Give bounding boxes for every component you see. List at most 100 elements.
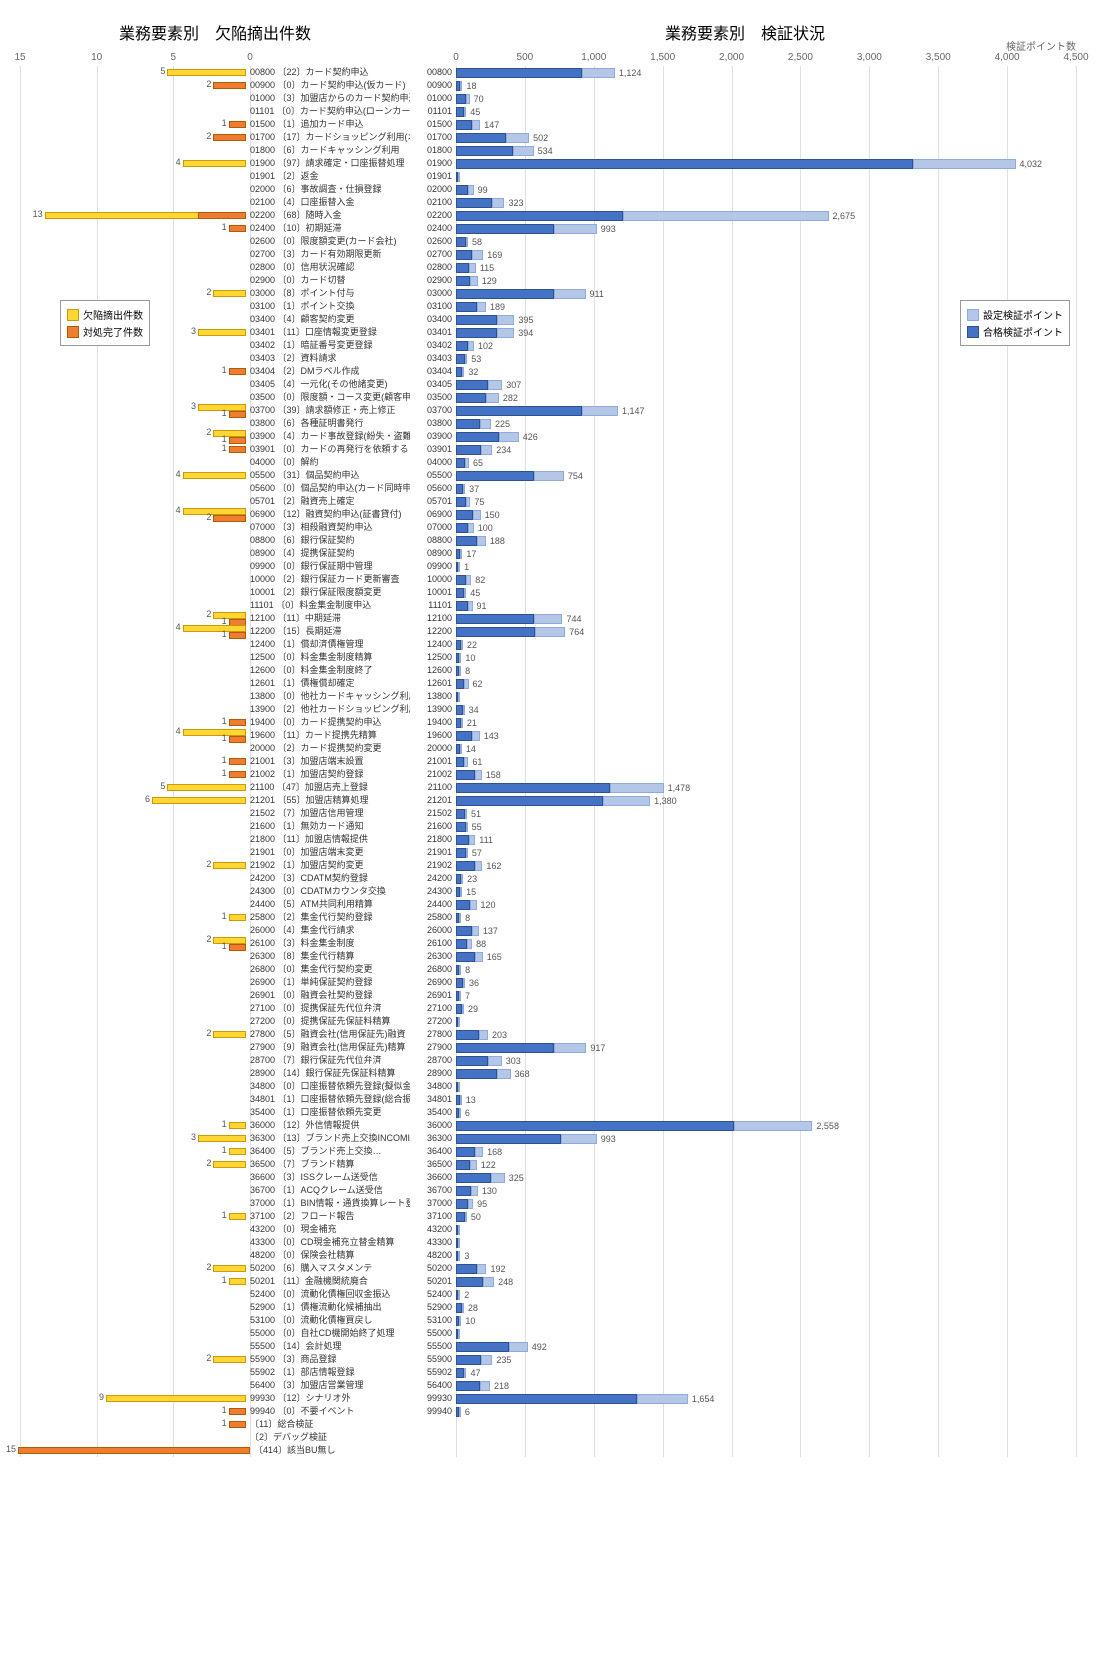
total-value: 150 <box>481 510 500 520</box>
right-row: 26000137 <box>410 924 1080 937</box>
left-row-label: 04000 〔0〕解約 <box>246 456 410 469</box>
pass-bar <box>456 484 463 494</box>
left-row: 12100 〔11〕中期延滞21 <box>20 612 410 625</box>
left-row: 34800 〔0〕口座振替依頼先登録(擬似金… <box>20 1080 410 1093</box>
total-value: 34 <box>465 705 479 715</box>
left-row: 12500 〔0〕料金集金制度精算 <box>20 651 410 664</box>
left-row: 09900 〔0〕銀行保証期中管理 <box>20 560 410 573</box>
defect-value: 4 <box>176 505 183 515</box>
pass-bar <box>456 445 481 455</box>
right-row-code: 19400 <box>410 716 456 729</box>
right-tick: 4,000 <box>995 52 1020 63</box>
left-row: 26100 〔3〕料金集金制度21 <box>20 937 410 950</box>
defect-bar <box>229 914 246 921</box>
left-row-label: 21201 〔55〕加盟店精算処理 <box>246 794 410 807</box>
right-row: 02700169 <box>410 248 1080 261</box>
left-row: 03700 〔39〕請求額修正・売上修正31 <box>20 404 410 417</box>
total-value: 993 <box>597 1134 616 1144</box>
pass-bar <box>456 1368 464 1378</box>
left-row: 05701 〔2〕融資売上確定 <box>20 495 410 508</box>
pass-bar <box>456 575 466 585</box>
right-row-code: 50200 <box>410 1262 456 1275</box>
total-value: 325 <box>505 1173 524 1183</box>
defect-value: 1 <box>222 911 229 921</box>
left-row-label: 11101 〔0〕料金集金制度申込 <box>246 599 410 612</box>
left-legend: 欠陥摘出件数対処完了件数 <box>60 300 150 346</box>
total-value: 189 <box>486 302 505 312</box>
right-row-code: 03405 <box>410 378 456 391</box>
right-row-code: 13800 <box>410 690 456 703</box>
total-value: 102 <box>474 341 493 351</box>
total-value: 394 <box>514 328 533 338</box>
defect-bar <box>167 69 246 76</box>
left-row: 10001 〔2〕銀行保証限度額変更 <box>20 586 410 599</box>
right-row-code: 03400 <box>410 313 456 326</box>
right-row-code: 27100 <box>410 1002 456 1015</box>
left-row: 〔414〕該当BU無し15 <box>20 1444 410 1457</box>
left-row: 02200 〔68〕随時入金13 <box>20 209 410 222</box>
total-value: 764 <box>565 627 584 637</box>
total-value: 993 <box>597 224 616 234</box>
left-row-label: 36700 〔1〕ACQクレーム送受信 <box>246 1184 410 1197</box>
right-row-code: 12200 <box>410 625 456 638</box>
right-row-code: 03403 <box>410 352 456 365</box>
resolved-bar <box>229 446 246 453</box>
right-tick: 2,500 <box>788 52 813 63</box>
right-tick: 1,500 <box>650 52 675 63</box>
right-row: 019004,032 <box>410 157 1080 170</box>
left-row-label: 21600 〔1〕無効カード通知 <box>246 820 410 833</box>
resolved-value: 1 <box>222 365 229 375</box>
total-value: 36 <box>465 978 479 988</box>
left-row: 43300 〔0〕CD現金補充立替金精算 <box>20 1236 410 1249</box>
legend-item: 対処完了件数 <box>67 324 143 339</box>
right-row: 02400993 <box>410 222 1080 235</box>
right-row-code: 28700 <box>410 1054 456 1067</box>
left-row-label: 26000 〔4〕集金代行請求 <box>246 924 410 937</box>
left-row-label: 02200 〔68〕随時入金 <box>246 209 410 222</box>
total-value: 61 <box>468 757 482 767</box>
left-row-label: 21001 〔3〕加盟店端末設置 <box>246 755 410 768</box>
pass-bar <box>456 289 554 299</box>
defect-bar <box>213 1161 246 1168</box>
pass-bar <box>456 1121 734 1131</box>
set-bar <box>513 146 533 156</box>
resolved-bar <box>229 121 246 128</box>
total-value: 21 <box>463 718 477 728</box>
defect-value: 1 <box>222 1275 229 1285</box>
right-row: 2420023 <box>410 872 1080 885</box>
left-row: 01900 〔97〕請求確定・口座振替処理4 <box>20 157 410 170</box>
total-value: 100 <box>474 523 493 533</box>
right-row-code: 26300 <box>410 950 456 963</box>
left-row: 27900 〔9〕融資会社(信用保証先)精算 <box>20 1041 410 1054</box>
right-row-code: 21901 <box>410 846 456 859</box>
right-row: 02800115 <box>410 261 1080 274</box>
right-row: 08800188 <box>410 534 1080 547</box>
right-row-code: 02800 <box>410 261 456 274</box>
set-bar <box>582 68 615 78</box>
right-row-code: 37100 <box>410 1210 456 1223</box>
left-row: 01101 〔0〕カード契約申込(ローンカード) <box>20 105 410 118</box>
left-row: 53100 〔0〕流動化債権買戻し <box>20 1314 410 1327</box>
right-tick: 1,000 <box>581 52 606 63</box>
total-value: 1,654 <box>688 1394 715 1404</box>
right-row-code: 01900 <box>410 157 456 170</box>
pass-bar <box>456 406 582 416</box>
right-row-code: 10000 <box>410 573 456 586</box>
left-row-label: 55000 〔0〕自社CD機開始終了処理 <box>246 1327 410 1340</box>
total-value: 10 <box>461 1316 475 1326</box>
left-row-label: 52400 〔0〕流動化債権回収金振込 <box>246 1288 410 1301</box>
right-row: 212011,380 <box>410 794 1080 807</box>
left-row-label: 36600 〔3〕ISSクレーム送受信 <box>246 1171 410 1184</box>
set-bar <box>458 1017 460 1027</box>
right-row: 3480113 <box>410 1093 1080 1106</box>
total-value: 169 <box>483 250 502 260</box>
right-row: 999301,654 <box>410 1392 1080 1405</box>
pass-bar <box>456 263 469 273</box>
right-row-code: 50201 <box>410 1275 456 1288</box>
total-value: 8 <box>461 965 470 975</box>
left-chart: 業務要素別 欠陥摘出件数 051015 00800 〔22〕カード契約申込500… <box>20 20 410 1457</box>
defect-value: 2 <box>206 609 213 619</box>
defect-value: 2 <box>206 427 213 437</box>
right-tick: 500 <box>517 52 534 63</box>
total-value: 754 <box>564 471 583 481</box>
